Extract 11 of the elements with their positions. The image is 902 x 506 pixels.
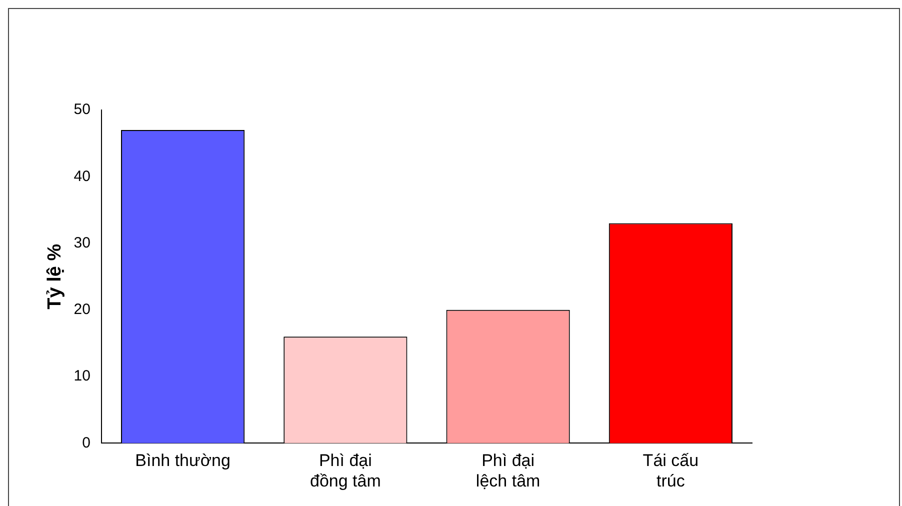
y-tick-label: 20	[74, 301, 90, 318]
x-tick-label: Phì đại lệch tâm	[476, 451, 540, 490]
y-tick-label: 10	[74, 368, 90, 385]
y-tick-label: 50	[74, 101, 90, 118]
y-tick-label: 0	[82, 434, 90, 452]
x-tick-label: Bình thường	[135, 451, 230, 470]
x-tick-label: Tái cấu trúc	[642, 451, 699, 490]
y-tick-label: 30	[74, 234, 90, 252]
y-axis-title: Tỷ lệ %	[44, 244, 66, 310]
y-tick-label: 40	[74, 168, 90, 185]
x-tick-label: Phì đại đồng tâm	[310, 451, 381, 490]
